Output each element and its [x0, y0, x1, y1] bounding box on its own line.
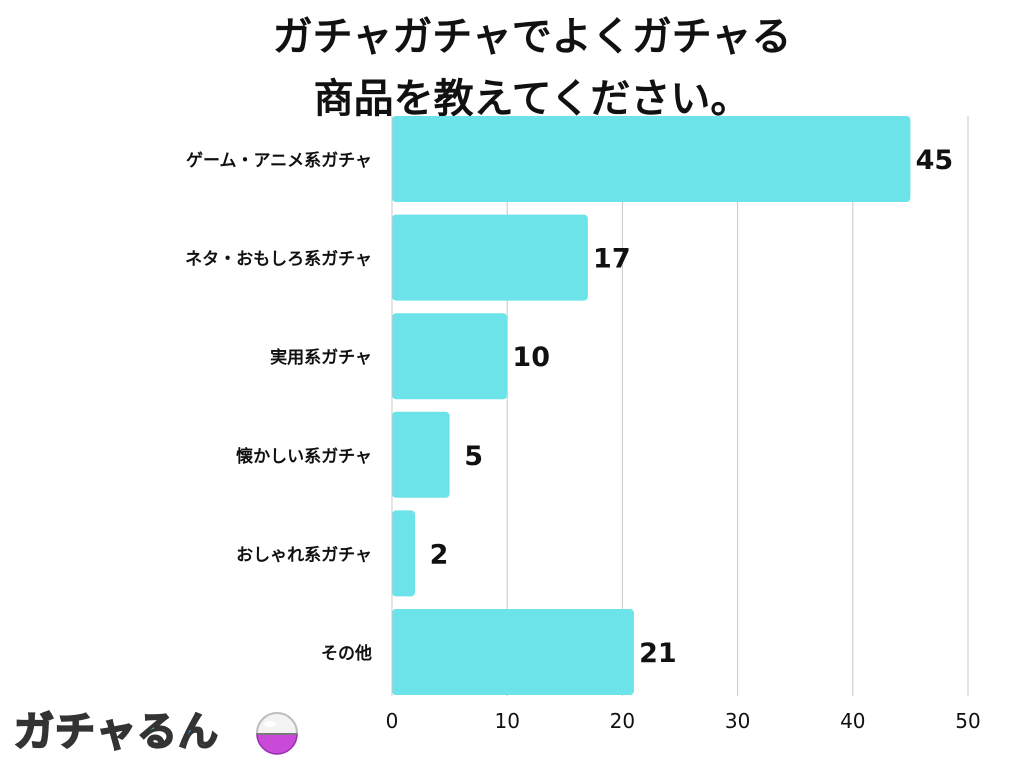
x-tick-label: 0 — [386, 709, 399, 733]
chart-title: ガチャガチャでよくガチャる 商品を教えてください。 — [0, 6, 1024, 130]
logo-char: ガ — [13, 708, 55, 756]
logo-char: ん — [177, 708, 219, 756]
logo-text: ガチャるん — [13, 704, 219, 760]
bar-4 — [392, 510, 416, 597]
x-tick-label: 40 — [840, 709, 865, 733]
bar-5 — [392, 609, 634, 695]
x-tick-label: 50 — [955, 709, 980, 733]
value-label: 45 — [916, 145, 954, 176]
category-label: 懐かしい系ガチャ — [236, 446, 372, 467]
category-label: その他 — [321, 643, 372, 664]
logo-char: チ — [54, 708, 96, 756]
value-label: 21 — [639, 638, 677, 669]
capsule-ball-icon — [256, 712, 298, 755]
value-label: 10 — [512, 342, 550, 373]
x-tick-label: 30 — [725, 709, 750, 733]
gacharun-logo: ガチャるん — [10, 702, 300, 762]
category-label: ネタ・おもしろ系ガチャ — [185, 250, 372, 270]
bar-1 — [392, 214, 588, 301]
value-label: 17 — [593, 244, 631, 275]
logo-char: ャ — [95, 708, 137, 756]
chart-title-line-2: 商品を教えてください。 — [313, 76, 751, 122]
value-label: 5 — [464, 441, 483, 472]
bar-0 — [392, 116, 911, 202]
logo-char: る — [136, 708, 178, 756]
chart-title-line-1: ガチャガチャでよくガチャる — [272, 14, 792, 60]
value-label: 2 — [430, 539, 449, 570]
category-label: ゲーム・アニメ系ガチャ — [186, 150, 372, 171]
x-tick-label: 20 — [610, 709, 635, 733]
category-label: おしゃれ系ガチャ — [236, 545, 372, 565]
category-label: 実用系ガチャ — [270, 347, 372, 368]
bar-2 — [392, 313, 508, 400]
x-tick-label: 10 — [494, 709, 519, 733]
bar-3 — [392, 411, 450, 498]
